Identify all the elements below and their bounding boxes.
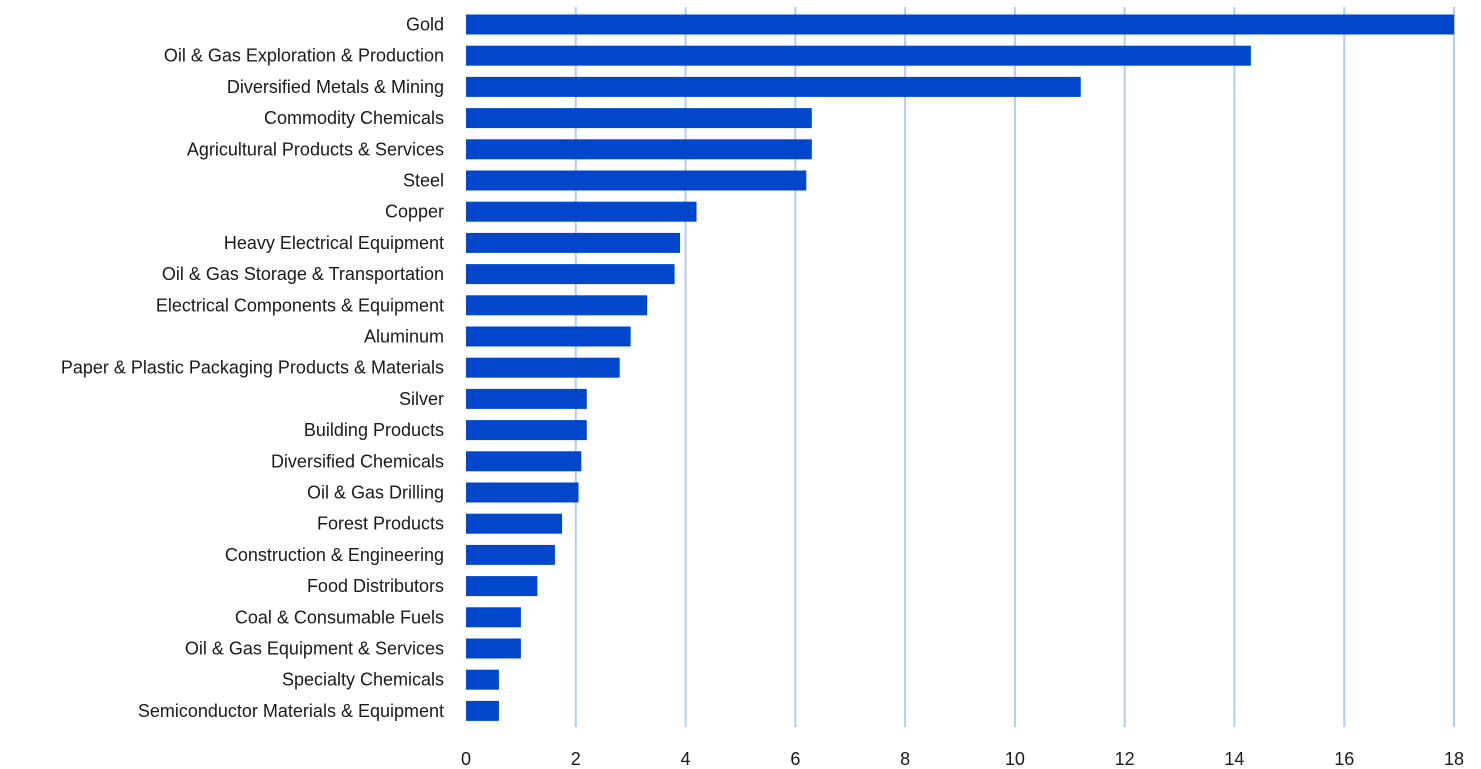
bar <box>466 451 582 472</box>
category-label: Aluminum <box>364 327 444 347</box>
category-label: Oil & Gas Exploration & Production <box>164 46 444 66</box>
category-label: Gold <box>406 15 444 35</box>
bar <box>466 513 563 534</box>
x-tick-label: 12 <box>1115 749 1135 769</box>
bar <box>466 700 499 721</box>
category-label: Coal & Consumable Fuels <box>235 607 444 627</box>
bar <box>466 139 812 160</box>
bar <box>466 576 538 597</box>
bar <box>466 544 555 565</box>
category-label: Diversified Metals & Mining <box>227 77 444 97</box>
category-label: Forest Products <box>317 514 444 534</box>
bar <box>466 201 697 222</box>
x-tick-label: 6 <box>790 749 800 769</box>
bar <box>466 607 521 628</box>
category-label: Diversified Chemicals <box>271 451 444 471</box>
bar <box>466 76 1081 97</box>
category-label: Oil & Gas Equipment & Services <box>185 639 444 659</box>
bar <box>466 326 631 347</box>
category-labels: Gold Oil & Gas Exploration & Production Di… <box>61 15 444 721</box>
x-tick-label: 8 <box>900 749 910 769</box>
bar <box>466 420 587 441</box>
bar <box>466 357 620 378</box>
bar <box>466 170 807 191</box>
bar <box>466 482 579 503</box>
category-label: Heavy Electrical Equipment <box>224 233 444 253</box>
bar <box>466 232 681 253</box>
bar <box>466 45 1251 66</box>
category-label: Paper & Plastic Packaging Products & Mat… <box>61 358 444 378</box>
x-tick-labels: 0 2 4 6 8 10 12 14 16 18 <box>461 749 1464 769</box>
category-label: Building Products <box>304 420 444 440</box>
bar <box>466 14 1454 35</box>
x-tick-label: 18 <box>1444 749 1464 769</box>
category-label: Silver <box>399 389 444 409</box>
x-tick-label: 10 <box>1005 749 1025 769</box>
category-label: Electrical Components & Equipment <box>156 295 444 315</box>
category-label: Oil & Gas Drilling <box>307 483 444 503</box>
bar <box>466 669 499 690</box>
category-label: Semiconductor Materials & Equipment <box>138 701 444 721</box>
bar <box>466 108 812 129</box>
x-tick-label: 4 <box>681 749 691 769</box>
x-tick-label: 2 <box>571 749 581 769</box>
x-tick-label: 0 <box>461 749 471 769</box>
category-label: Copper <box>385 202 444 222</box>
bar <box>466 388 587 409</box>
category-label: Agricultural Products & Services <box>187 139 444 159</box>
category-label: Specialty Chemicals <box>282 670 444 690</box>
x-tick-label: 16 <box>1334 749 1354 769</box>
category-label: Commodity Chemicals <box>264 108 444 128</box>
category-label: Oil & Gas Storage & Transportation <box>162 264 444 284</box>
category-label: Food Distributors <box>307 576 444 596</box>
bar-layer <box>466 14 1454 721</box>
category-label: Construction & Engineering <box>225 545 444 565</box>
bar <box>466 638 521 659</box>
bar <box>466 264 675 285</box>
x-tick-label: 14 <box>1224 749 1244 769</box>
bar <box>466 295 648 316</box>
category-label: Steel <box>403 171 444 191</box>
